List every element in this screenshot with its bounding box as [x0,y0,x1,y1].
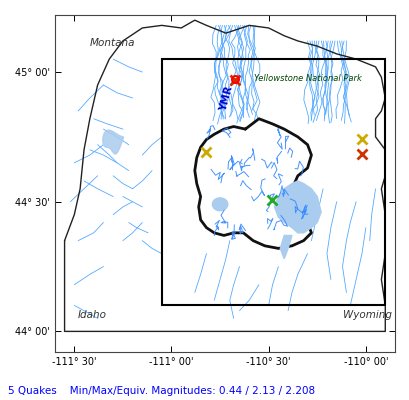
Text: Idaho: Idaho [78,310,107,320]
Polygon shape [280,236,291,259]
Polygon shape [274,181,320,233]
Text: Montana: Montana [90,38,135,48]
Text: 5 Quakes    Min/Max/Equiv. Magnitudes: 0.44 / 2.13 / 2.208: 5 Quakes Min/Max/Equiv. Magnitudes: 0.44… [8,386,315,396]
Polygon shape [194,119,311,248]
Text: Wyoming: Wyoming [342,310,391,320]
Text: Yellowstone National Park: Yellowstone National Park [254,74,361,83]
Bar [162,59,384,306]
Text: YMR: YMR [218,86,234,113]
Polygon shape [103,130,123,154]
Polygon shape [212,198,227,211]
